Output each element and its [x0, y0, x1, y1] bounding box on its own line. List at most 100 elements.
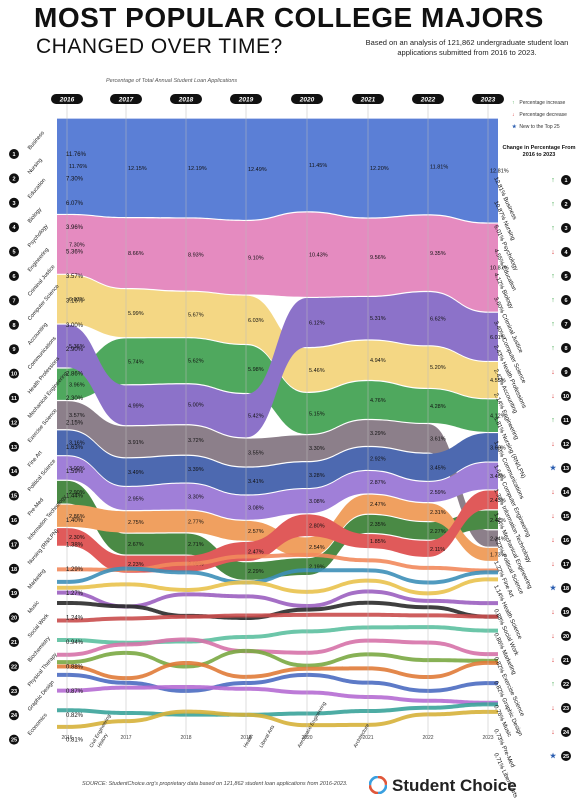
up-arrow-icon: ↑	[512, 100, 515, 106]
student-choice-logo-icon	[369, 776, 387, 794]
change-indicator-icon: ↑	[551, 225, 555, 232]
left-value-label: 1.27%	[66, 591, 84, 597]
down-arrow-icon: ↓	[512, 112, 515, 118]
value-label: 2.11%	[430, 547, 445, 553]
left-value-label: 1.38%	[66, 542, 84, 548]
change-indicator-icon: ↓	[551, 657, 555, 664]
band-communications	[57, 494, 498, 561]
value-label: 2.47%	[248, 549, 264, 555]
rank-badge	[9, 539, 19, 550]
rank-badge	[9, 246, 19, 257]
left-value-label: 1.44%	[66, 494, 84, 500]
rank-number: 22	[563, 682, 569, 688]
rank-number: 6	[564, 298, 567, 304]
rank-number: 24	[563, 730, 570, 736]
value-label: 4.99%	[128, 403, 144, 409]
rank-badge	[9, 466, 19, 477]
rank-number: 12	[563, 442, 569, 448]
axis-note: Percentage of Total Annual Student Loan …	[106, 78, 238, 84]
value-label: 2.27%	[430, 529, 446, 535]
value-label: 3.08%	[309, 499, 325, 505]
value-label: 5.36%	[69, 344, 85, 350]
source-note: SOURCE: StudentChoice.org's proprietary …	[82, 781, 348, 787]
rank-number: 13	[563, 466, 569, 472]
change-header: Change in Percentage From 2016 to 2023	[502, 145, 576, 158]
rank-badge	[561, 727, 571, 737]
value-label: 2.57%	[248, 529, 264, 535]
band-psychology	[57, 292, 498, 438]
left-value-label: 5.36%	[66, 250, 84, 256]
value-label: 2.29%	[248, 569, 264, 575]
rank-badge	[561, 751, 571, 761]
band-criminal-justice	[57, 430, 498, 495]
band-education	[57, 274, 498, 399]
rank-badge	[561, 607, 571, 617]
change-indicator-icon: ↓	[551, 441, 555, 448]
rank-number: 21	[11, 640, 17, 646]
rank-badge	[561, 631, 571, 641]
value-label: 4.12%	[490, 414, 506, 420]
minor-band	[57, 637, 498, 657]
rank-badge	[561, 391, 571, 401]
change-indicator-icon: ↑	[551, 177, 555, 184]
minor-band	[57, 589, 498, 609]
left-value-label: 1.40%	[66, 518, 84, 524]
year-bottom-label: 2018	[180, 735, 191, 741]
rank-number: 19	[563, 610, 569, 616]
rank-badge	[9, 149, 19, 159]
year-bottom-label: 2020	[301, 735, 312, 741]
value-label: 12.81%	[490, 169, 509, 175]
value-label: 4.28%	[430, 404, 446, 410]
rank-number: 11	[563, 418, 569, 424]
year-pill	[51, 94, 83, 104]
rank-badge	[9, 710, 19, 721]
value-label: 1.73%	[490, 552, 506, 558]
value-label: 5.46%	[309, 368, 325, 374]
rank-number: 3	[564, 226, 567, 232]
rank-number: 14	[11, 469, 18, 475]
change-indicator-icon: ↓	[551, 489, 555, 496]
left-value-label: 2.30%	[66, 396, 84, 402]
rank-number: 16	[563, 538, 569, 544]
rank-badge	[561, 175, 571, 185]
minor-band	[57, 660, 498, 681]
legend-increase: ↑ Percentage increase	[512, 100, 578, 106]
rank-badge	[561, 271, 571, 281]
left-value-label: 3.16%	[66, 298, 84, 304]
value-label: 4.76%	[370, 398, 386, 404]
rank-number: 19	[11, 591, 17, 597]
left-major-label: Business	[27, 130, 46, 151]
left-value-label: 2.90%	[66, 347, 84, 353]
change-indicator-icon: ↓	[551, 609, 555, 616]
rank-number: 6	[12, 274, 15, 280]
left-value-label: 2.15%	[66, 420, 84, 426]
value-label: 3.08%	[248, 506, 264, 512]
change-indicator-icon: ↓	[551, 705, 555, 712]
rank-badge	[9, 734, 19, 745]
rank-number: 14	[563, 490, 570, 496]
value-label: 7.30%	[69, 242, 85, 248]
rank-badge	[561, 559, 571, 569]
left-value-label: 0.94%	[66, 640, 84, 646]
value-label: 2.92%	[370, 456, 386, 462]
value-label: 2.67%	[128, 542, 144, 548]
left-value-label: 0.88%	[66, 664, 84, 670]
value-label: 2.23%	[128, 562, 144, 568]
value-label: 2.87%	[370, 480, 386, 486]
value-label: 3.57%	[69, 413, 85, 419]
band-business	[57, 118, 498, 223]
rank-badge	[561, 319, 571, 329]
minor-band	[57, 577, 498, 596]
value-label: 8.66%	[128, 251, 144, 257]
value-label: 5.31%	[370, 316, 386, 322]
year-label: 2023	[480, 97, 496, 104]
value-label: 2.43%	[490, 498, 506, 504]
year-label: 2020	[299, 97, 315, 104]
year-pill	[291, 94, 323, 104]
rank-number: 10	[563, 394, 569, 400]
bands-layer: 11.76% 12.15% 12.19% 12.49% 11.45% 12.20% 11.8…	[57, 118, 509, 729]
rank-number: 18	[563, 586, 569, 592]
left-value-label: 1.63%	[66, 445, 84, 451]
value-label: 2.59%	[430, 490, 446, 496]
